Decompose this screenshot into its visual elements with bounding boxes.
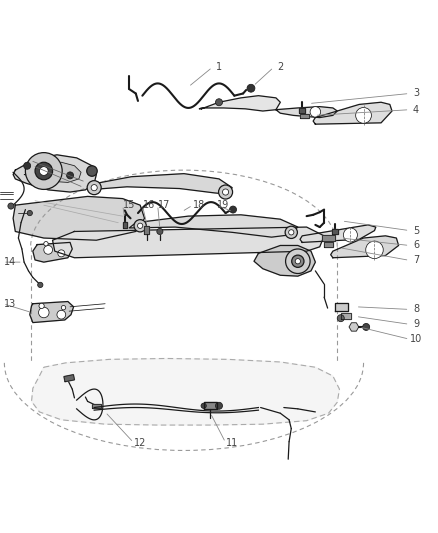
Circle shape xyxy=(285,226,297,238)
Text: 6: 6 xyxy=(413,240,419,251)
Circle shape xyxy=(44,241,48,246)
Circle shape xyxy=(61,305,66,310)
Text: 5: 5 xyxy=(413,225,419,236)
Circle shape xyxy=(356,108,371,123)
Polygon shape xyxy=(92,403,101,408)
Polygon shape xyxy=(335,303,348,311)
Polygon shape xyxy=(123,222,127,228)
Circle shape xyxy=(219,185,233,199)
Circle shape xyxy=(57,310,66,319)
Text: 1: 1 xyxy=(216,62,222,72)
Circle shape xyxy=(25,152,62,189)
Circle shape xyxy=(215,402,223,409)
Circle shape xyxy=(35,162,53,180)
Circle shape xyxy=(343,228,357,242)
Circle shape xyxy=(24,162,31,169)
Polygon shape xyxy=(276,107,337,118)
Polygon shape xyxy=(322,236,335,241)
Text: 11: 11 xyxy=(226,438,238,448)
Circle shape xyxy=(58,250,65,257)
Circle shape xyxy=(91,184,97,191)
Circle shape xyxy=(67,172,74,179)
Text: 12: 12 xyxy=(134,438,146,448)
Circle shape xyxy=(230,206,237,213)
Polygon shape xyxy=(64,375,74,382)
Polygon shape xyxy=(332,229,338,233)
Circle shape xyxy=(157,229,163,235)
Polygon shape xyxy=(254,246,315,276)
Circle shape xyxy=(87,166,97,176)
Polygon shape xyxy=(24,162,81,182)
Circle shape xyxy=(27,211,32,216)
Circle shape xyxy=(39,307,49,318)
Polygon shape xyxy=(30,302,74,322)
Polygon shape xyxy=(129,215,298,237)
Polygon shape xyxy=(13,197,145,240)
Text: 14: 14 xyxy=(4,257,16,267)
Polygon shape xyxy=(88,174,232,194)
Polygon shape xyxy=(33,243,72,262)
Circle shape xyxy=(44,246,53,254)
Circle shape xyxy=(310,107,321,117)
Circle shape xyxy=(292,255,304,268)
Circle shape xyxy=(289,230,294,235)
Polygon shape xyxy=(299,108,305,113)
Polygon shape xyxy=(300,225,376,243)
Polygon shape xyxy=(53,227,324,258)
Polygon shape xyxy=(300,114,309,118)
Circle shape xyxy=(138,223,143,229)
Text: 13: 13 xyxy=(4,298,16,309)
Text: 3: 3 xyxy=(413,88,419,99)
Circle shape xyxy=(39,303,44,309)
Polygon shape xyxy=(349,323,359,331)
Text: 16: 16 xyxy=(143,200,155,210)
Polygon shape xyxy=(341,313,351,319)
Polygon shape xyxy=(313,102,392,124)
Circle shape xyxy=(337,314,344,322)
Circle shape xyxy=(201,403,206,408)
Text: 10: 10 xyxy=(410,334,422,344)
Text: 19: 19 xyxy=(217,200,230,210)
Text: 18: 18 xyxy=(193,200,205,210)
Text: 2: 2 xyxy=(277,62,283,72)
Polygon shape xyxy=(32,359,339,425)
Circle shape xyxy=(38,282,43,287)
Polygon shape xyxy=(199,96,280,111)
Circle shape xyxy=(223,189,229,195)
Polygon shape xyxy=(204,402,217,409)
Circle shape xyxy=(87,181,101,195)
Polygon shape xyxy=(324,243,333,247)
Text: 4: 4 xyxy=(413,104,419,115)
Text: 8: 8 xyxy=(413,304,419,314)
Text: 17: 17 xyxy=(158,200,170,210)
Circle shape xyxy=(247,84,255,92)
Circle shape xyxy=(215,99,223,106)
Circle shape xyxy=(134,220,146,232)
Polygon shape xyxy=(331,236,399,258)
Circle shape xyxy=(286,249,310,273)
Circle shape xyxy=(39,167,48,175)
Text: 15: 15 xyxy=(123,200,135,210)
Polygon shape xyxy=(13,155,96,192)
Polygon shape xyxy=(144,226,149,233)
Circle shape xyxy=(295,259,300,264)
Circle shape xyxy=(8,203,14,209)
Text: 7: 7 xyxy=(413,255,419,265)
Text: 9: 9 xyxy=(413,319,419,329)
Circle shape xyxy=(363,324,370,330)
Circle shape xyxy=(366,241,383,259)
